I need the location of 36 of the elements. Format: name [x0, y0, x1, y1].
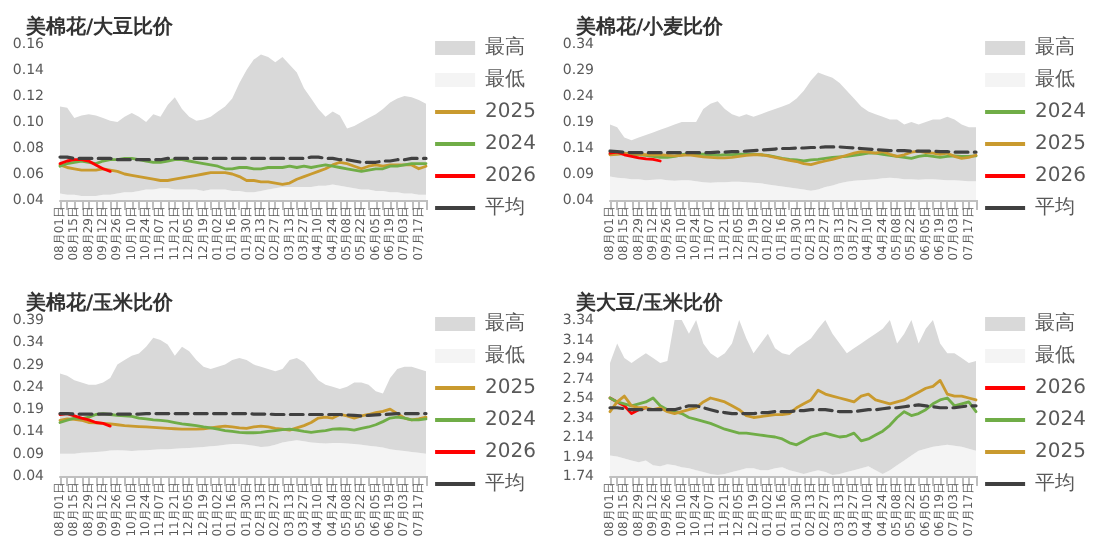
chart-title: 美棉花/大豆比价	[24, 15, 176, 39]
chart-title: 美大豆/玉米比价	[574, 291, 726, 315]
legend-label: 2024	[485, 133, 537, 155]
chart-title: 美棉花/玉米比价	[24, 291, 176, 315]
legend-label: 最高	[1035, 35, 1076, 59]
legend-label: 2025	[485, 101, 537, 123]
line-series	[58, 412, 428, 435]
legend-label: 最低	[1035, 69, 1076, 91]
legend-label: 2026	[485, 441, 537, 463]
legend-label: 最高	[485, 311, 526, 335]
legend-label: 最低	[485, 69, 526, 91]
line-series	[58, 157, 428, 173]
legend-label: 平均	[1035, 195, 1076, 219]
legend-label: 2025	[485, 377, 537, 399]
legend-label: 平均	[1035, 471, 1076, 495]
legend-label: 最高	[1035, 311, 1076, 335]
legend-label: 平均	[485, 471, 526, 495]
legend-label: 2025	[1035, 441, 1087, 463]
legend-label: 2024	[485, 409, 537, 431]
line-series	[608, 379, 978, 419]
legend-label: 最高	[485, 35, 526, 59]
legend-label: 最低	[485, 345, 526, 367]
line-series	[608, 149, 978, 167]
legend-label: 2024	[1035, 409, 1087, 431]
line-series	[608, 396, 978, 447]
legend-label: 2026	[1035, 165, 1087, 187]
legend-label: 平均	[485, 195, 526, 219]
legend-label: 2026	[1035, 377, 1087, 399]
chart-title: 美棉花/小麦比价	[574, 15, 726, 39]
line-series	[58, 160, 428, 186]
line-series	[58, 407, 428, 432]
legend-label: 2024	[1035, 101, 1087, 123]
legend-label: 最低	[1035, 345, 1076, 367]
legend-label: 2025	[1035, 133, 1087, 155]
legend-label: 2026	[485, 165, 537, 187]
line-series	[58, 412, 112, 428]
